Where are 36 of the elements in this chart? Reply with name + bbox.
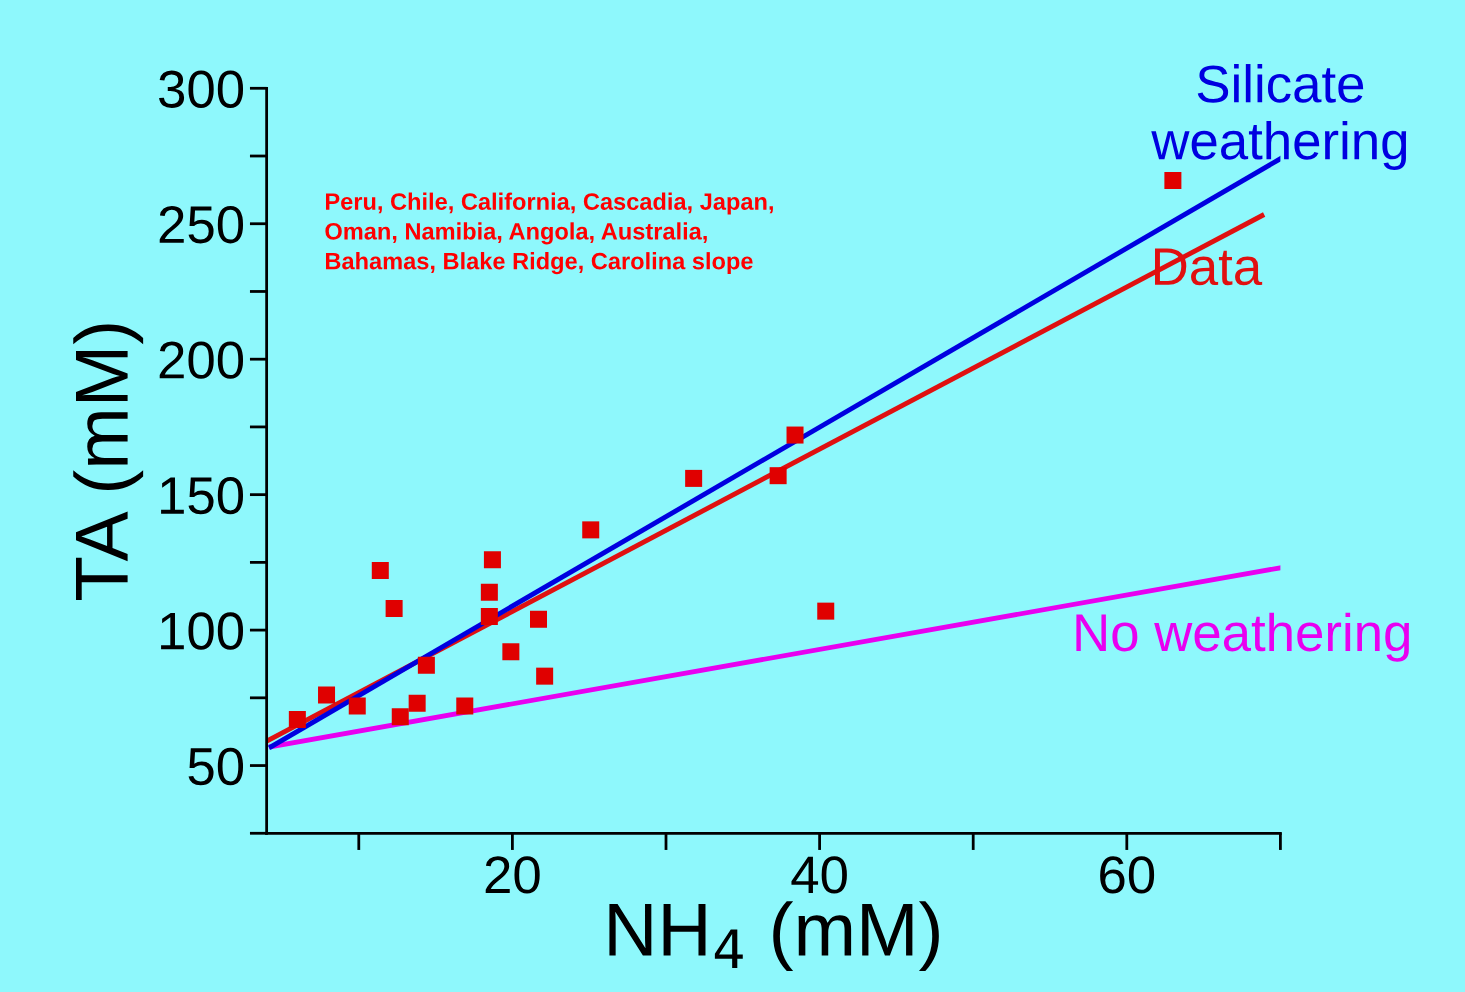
point [417, 656, 435, 674]
x-tick-label: 40 [791, 856, 847, 894]
point [769, 467, 787, 485]
series-label: Silicate weathering [1151, 64, 1407, 171]
point [456, 697, 474, 715]
point [685, 469, 703, 487]
point [817, 602, 835, 620]
point [483, 551, 501, 569]
x-tick-label: 20 [485, 856, 540, 894]
x-tick-label: 60 [1100, 856, 1155, 894]
y-tick-label: 100 [161, 612, 244, 650]
series-label: No weathering [1076, 612, 1409, 662]
y-axis-title: TA (mM) [73, 324, 144, 601]
point [530, 610, 548, 628]
point [786, 426, 804, 444]
annotation: Peru, Chile, California, Cascadia, Japan, Oman, Namibia, Angola, Australia, Bahamas, Blake Ridge, Carolina slope [325, 192, 773, 275]
point [536, 667, 554, 685]
point [371, 562, 389, 580]
point [582, 521, 600, 539]
point [408, 694, 426, 712]
series-label: Data [1155, 248, 1263, 286]
point [1164, 171, 1182, 189]
y-tick-label: 200 [159, 341, 244, 379]
point [480, 583, 498, 601]
point [480, 608, 498, 626]
y-tick-label: 150 [161, 476, 244, 515]
y-tick-label: 50 [188, 747, 244, 786]
point [385, 599, 403, 617]
point [391, 708, 409, 726]
point [502, 643, 520, 661]
point [318, 686, 336, 704]
point [348, 697, 366, 715]
y-tick-label: 300 [159, 70, 244, 108]
x-axis-title: NH$_{4}$ (mM) [609, 901, 939, 972]
point [288, 710, 306, 729]
y-tick-label: 250 [159, 206, 244, 244]
